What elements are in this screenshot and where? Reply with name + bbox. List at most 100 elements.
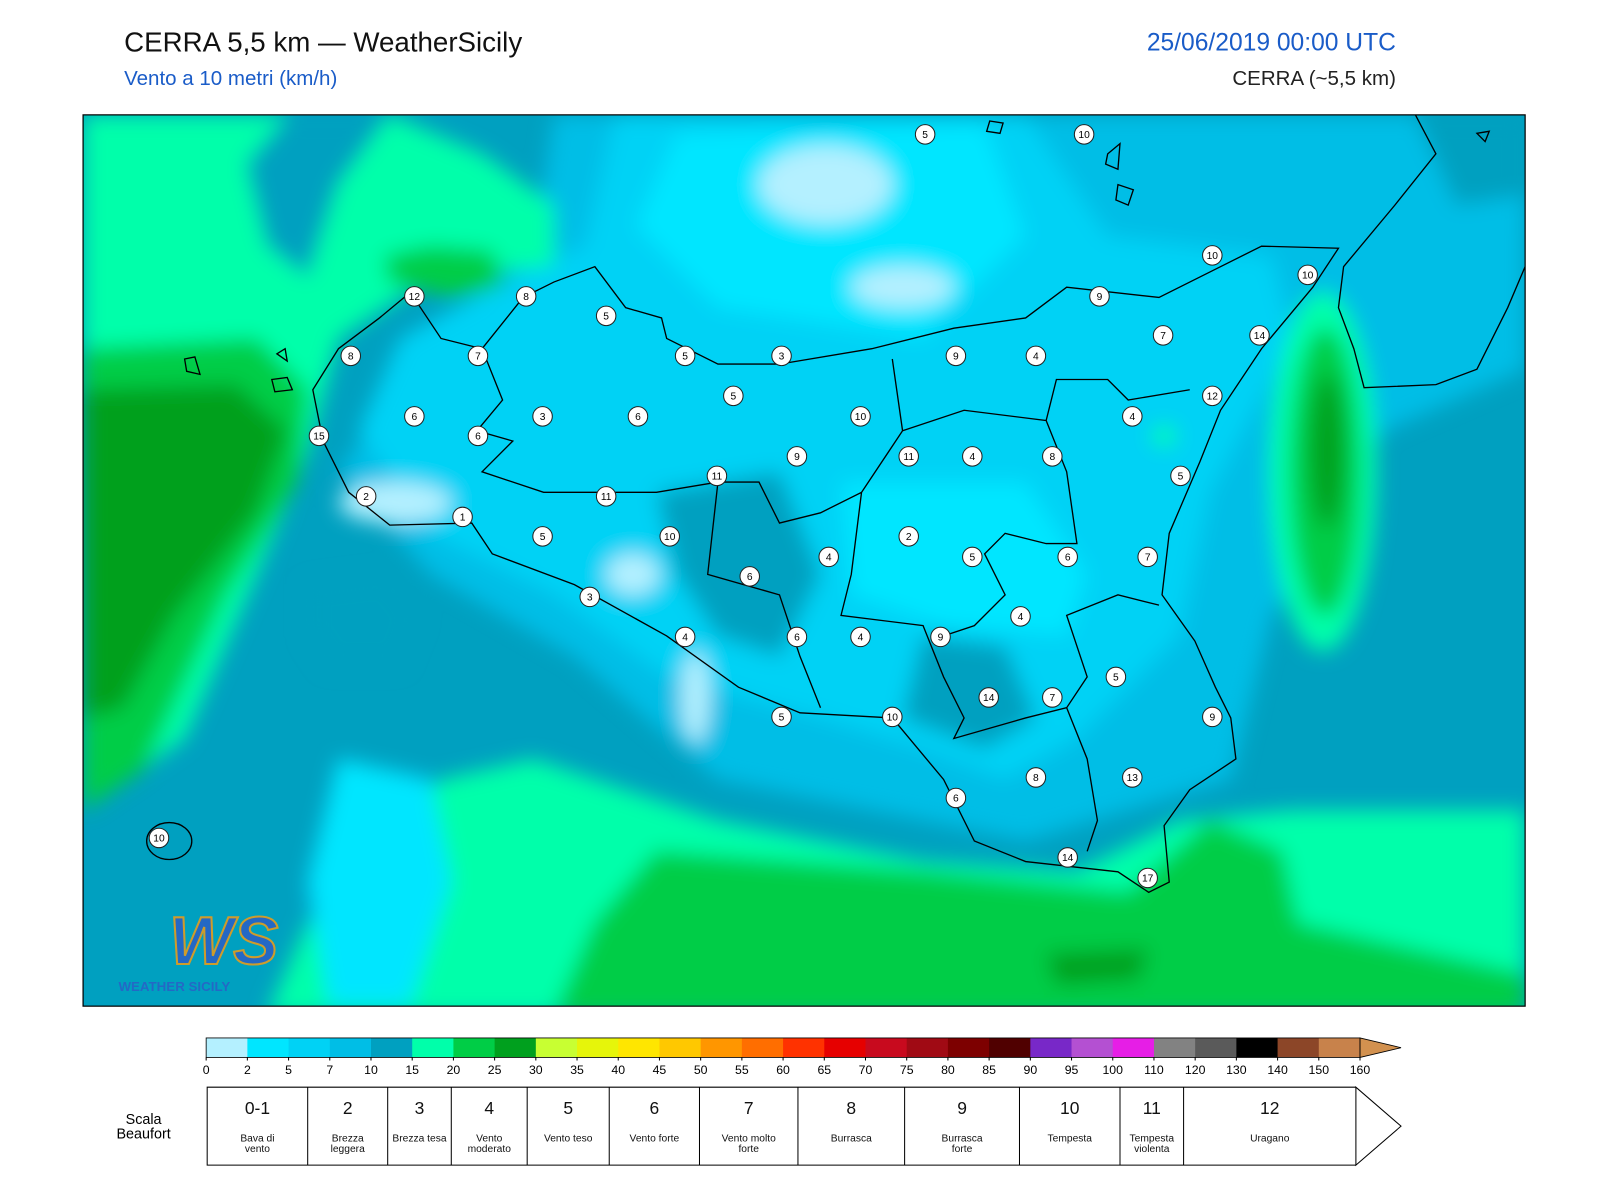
station-value: 12: [1207, 391, 1219, 402]
station-marker: [1042, 687, 1063, 708]
station-marker: [1297, 264, 1318, 286]
station-marker: [627, 406, 649, 427]
colorbar-tick-label: 20: [447, 1063, 461, 1077]
station-value: 5: [922, 130, 928, 141]
colorbar-tick-label: 60: [776, 1063, 790, 1077]
colorbar-segment: [535, 1037, 578, 1058]
colorbar-tick-label: 120: [1185, 1063, 1206, 1077]
station-marker: [1010, 606, 1031, 627]
station-value: 9: [953, 351, 959, 362]
colorbar-segment: [618, 1037, 660, 1058]
station-value: 12: [409, 292, 421, 303]
station-value: 10: [1078, 130, 1090, 141]
station-marker: [467, 345, 489, 367]
station-marker: [532, 406, 553, 427]
colorbar-tick-label: 75: [900, 1063, 914, 1077]
colorbar-tick-label: 130: [1226, 1063, 1247, 1077]
station-marker: [1170, 465, 1191, 487]
colorbar-segment: [1030, 1037, 1073, 1058]
model-label: CERRA (~5,5 km): [1232, 67, 1396, 91]
station-value: 6: [475, 431, 481, 442]
station-marker: [1057, 847, 1078, 868]
colorbar-tick-label: 25: [488, 1063, 502, 1077]
station-value: 4: [1129, 412, 1135, 423]
station-value: 5: [540, 532, 546, 543]
beaufort-description: Bava di vento: [240, 1133, 275, 1155]
station-marker: [404, 406, 425, 427]
station-value: 4: [1033, 351, 1039, 362]
colorbar-tick-label: 100: [1102, 1063, 1123, 1077]
station-value: 2: [363, 492, 369, 503]
beaufort-force: 4: [484, 1098, 495, 1118]
station-value: 3: [540, 412, 546, 423]
colorbar-segment: [989, 1037, 1031, 1058]
station-value: 10: [887, 713, 899, 724]
station-value: 10: [1207, 251, 1219, 262]
station-marker: [945, 787, 967, 809]
station-marker: [771, 345, 792, 367]
station-value: 14: [983, 693, 995, 704]
station-marker: [706, 465, 728, 487]
colorbar-tick-label: 15: [405, 1063, 419, 1077]
station-marker: [1122, 767, 1143, 788]
station-value: 8: [1049, 452, 1055, 463]
colorbar-segment: [783, 1037, 825, 1058]
station-marker: [945, 345, 967, 367]
station-value: 9: [1097, 292, 1103, 303]
station-value: 6: [412, 412, 418, 423]
station-value: 9: [1209, 713, 1215, 724]
station-marker: [1089, 286, 1110, 307]
station-value: 9: [938, 633, 944, 644]
station-marker: [467, 425, 489, 447]
station-value: 15: [313, 431, 325, 442]
station-value: 13: [1127, 773, 1139, 784]
logo-mark: WS: [169, 904, 278, 979]
station-value: 5: [779, 713, 785, 724]
colorbar-tick-label: 50: [694, 1063, 708, 1077]
colorbar-segment: [329, 1037, 372, 1058]
beaufort-force: 12: [1260, 1098, 1280, 1118]
station-marker: [532, 526, 553, 547]
colorbar-segment: [947, 1037, 990, 1058]
station-marker: [898, 526, 919, 547]
colorbar-tick-label: 55: [735, 1063, 749, 1077]
beaufort-force: 11: [1142, 1098, 1161, 1118]
station-marker: [1152, 325, 1174, 346]
colorbar-tick-label: 95: [1065, 1063, 1079, 1077]
colorbar-tick-label: 45: [653, 1063, 667, 1077]
station-value: 8: [523, 292, 529, 303]
station-value: 6: [1065, 553, 1071, 564]
station-marker: [659, 526, 680, 547]
beaufort-description: Burrasca forte: [941, 1133, 983, 1155]
station-marker: [962, 446, 983, 467]
station-marker: [1057, 546, 1078, 568]
station-marker: [771, 706, 792, 728]
colorbar-tick-label: 30: [529, 1063, 543, 1077]
logo-name: WEATHER SICILY: [118, 979, 230, 994]
colorbar-tick-label: 70: [859, 1063, 873, 1077]
station-marker: [930, 626, 951, 648]
station-marker: [882, 706, 903, 728]
station-marker: [723, 385, 744, 407]
colorbar-tick-label: 110: [1144, 1063, 1164, 1077]
colorbar-segment: [1236, 1037, 1279, 1058]
colorbar-tick-label: 150: [1309, 1063, 1330, 1077]
station-marker: [404, 286, 425, 307]
colorbar-tick-label: 90: [1023, 1063, 1037, 1077]
station-value: 10: [664, 532, 676, 543]
station-marker: [1202, 706, 1223, 728]
beaufort-description: Tempesta violenta: [1129, 1133, 1175, 1155]
colorbar-segment: [1277, 1037, 1320, 1058]
beaufort-description: Burrasca: [830, 1133, 872, 1145]
beaufort-force: 2: [342, 1098, 353, 1118]
colorbar-segment: [659, 1037, 702, 1058]
station-marker: [1105, 666, 1127, 688]
colorbar-segment: [1153, 1037, 1196, 1058]
station-marker: [1122, 406, 1143, 427]
colorbar-segment: [700, 1037, 743, 1058]
beaufort-description: Vento molto forte: [721, 1133, 776, 1155]
station-marker: [579, 586, 600, 608]
